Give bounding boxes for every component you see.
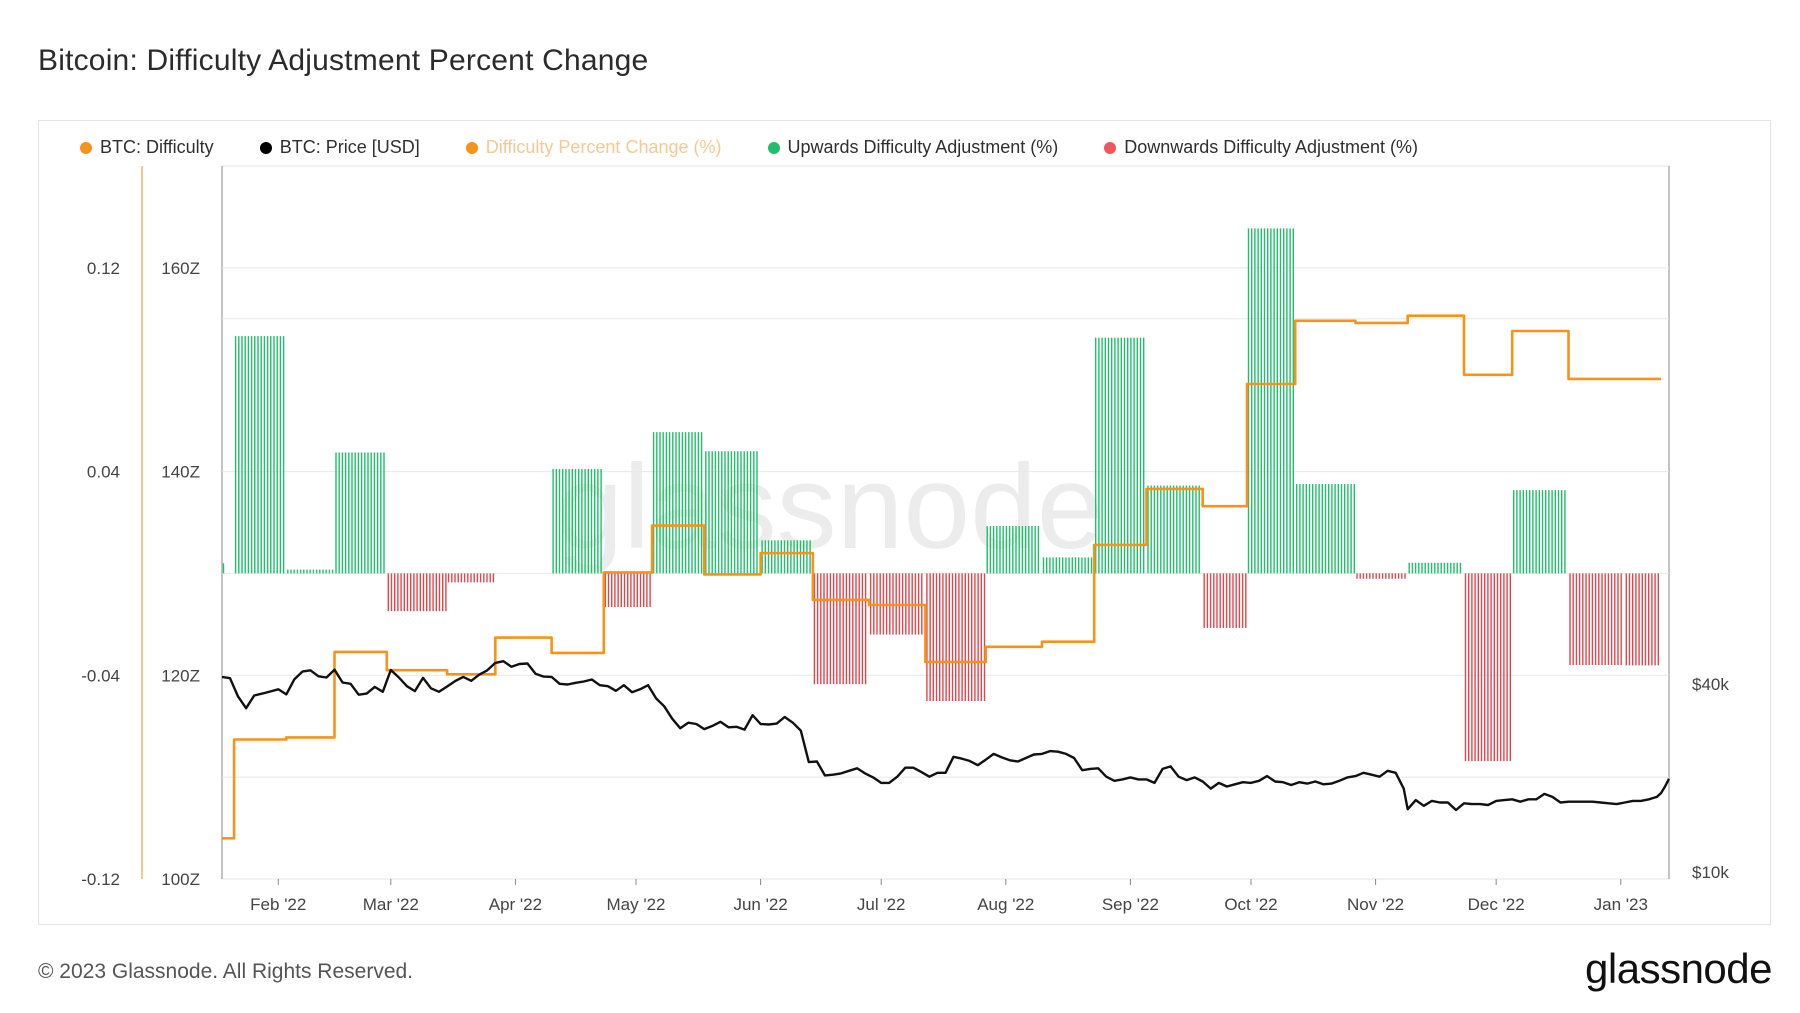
x-tick-label: May '22 xyxy=(607,895,666,914)
x-tick-label: Dec '22 xyxy=(1468,895,1525,914)
x-tick-label: Nov '22 xyxy=(1347,895,1404,914)
legend-label: BTC: Difficulty xyxy=(100,137,214,157)
y-left-difficulty-tick-label: 100Z xyxy=(161,870,200,889)
legend-dot-icon xyxy=(80,141,92,154)
y-left-difficulty-tick-label: 160Z xyxy=(161,259,200,278)
x-tick-label: Aug '22 xyxy=(977,895,1034,914)
y-left-difficulty-tick-label: 120Z xyxy=(161,666,200,685)
x-tick-label: Jul '22 xyxy=(857,895,906,914)
y-left-pct-tick-label: 0.12 xyxy=(87,259,120,278)
legend-label: Difficulty Percent Change (%) xyxy=(485,137,722,157)
legend-item-percent-change[interactable]: Difficulty Percent Change (%) xyxy=(465,137,722,158)
x-tick-label: Jan '23 xyxy=(1594,895,1648,914)
legend-dot-icon xyxy=(259,141,272,154)
x-tick-label: Feb '22 xyxy=(250,895,306,914)
y-right-price-tick-label: $40k xyxy=(1692,675,1729,694)
x-tick-label: Jun '22 xyxy=(733,895,787,914)
legend-label: Upwards Difficulty Adjustment (%) xyxy=(787,137,1059,157)
legend-dot-icon xyxy=(767,141,780,154)
chart-panel xyxy=(38,120,1771,925)
chart-title: Bitcoin: Difficulty Adjustment Percent C… xyxy=(38,44,649,77)
legend-item-difficulty[interactable]: BTC: Difficulty xyxy=(80,137,214,158)
legend-item-price[interactable]: BTC: Price [USD] xyxy=(259,137,420,158)
price-line xyxy=(221,660,1671,812)
difficulty-line xyxy=(222,314,1661,840)
x-tick-label: Sep '22 xyxy=(1102,895,1159,914)
legend-item-downwards[interactable]: Downwards Difficulty Adjustment (%) xyxy=(1104,137,1418,158)
y-right-price-tick-label: $10k xyxy=(1692,863,1729,882)
legend: BTC: Difficulty BTC: Price [USD] Difficu… xyxy=(80,137,1418,158)
y-left-pct-tick-label: 0.04 xyxy=(87,463,120,482)
bars xyxy=(222,228,1660,762)
lines xyxy=(221,314,1671,840)
copyright-footer: © 2023 Glassnode. All Rights Reserved. xyxy=(38,960,414,983)
x-tick-label: Mar '22 xyxy=(363,895,419,914)
legend-label: Downwards Difficulty Adjustment (%) xyxy=(1124,137,1419,157)
axes: 0.12 0.04 -0.04 -0.12 160Z 140Z 120Z 100Z $40k $1… xyxy=(81,259,1729,914)
brand-logo[interactable]: glassnode xyxy=(1585,945,1772,992)
watermark: glassnode xyxy=(556,440,1103,574)
legend-item-upwards[interactable]: Upwards Difficulty Adjustment (%) xyxy=(767,137,1059,158)
y-left-pct-tick-label: -0.04 xyxy=(81,666,120,685)
x-tick-label: Oct '22 xyxy=(1224,895,1277,914)
y-left-difficulty-tick-label: 140Z xyxy=(161,463,200,482)
legend-dot-icon xyxy=(1104,141,1117,154)
legend-label: BTC: Price [USD] xyxy=(279,137,420,157)
x-tick-label: Apr '22 xyxy=(489,895,542,914)
y-left-pct-tick-label: -0.12 xyxy=(81,870,120,889)
legend-dot-icon xyxy=(465,141,478,154)
